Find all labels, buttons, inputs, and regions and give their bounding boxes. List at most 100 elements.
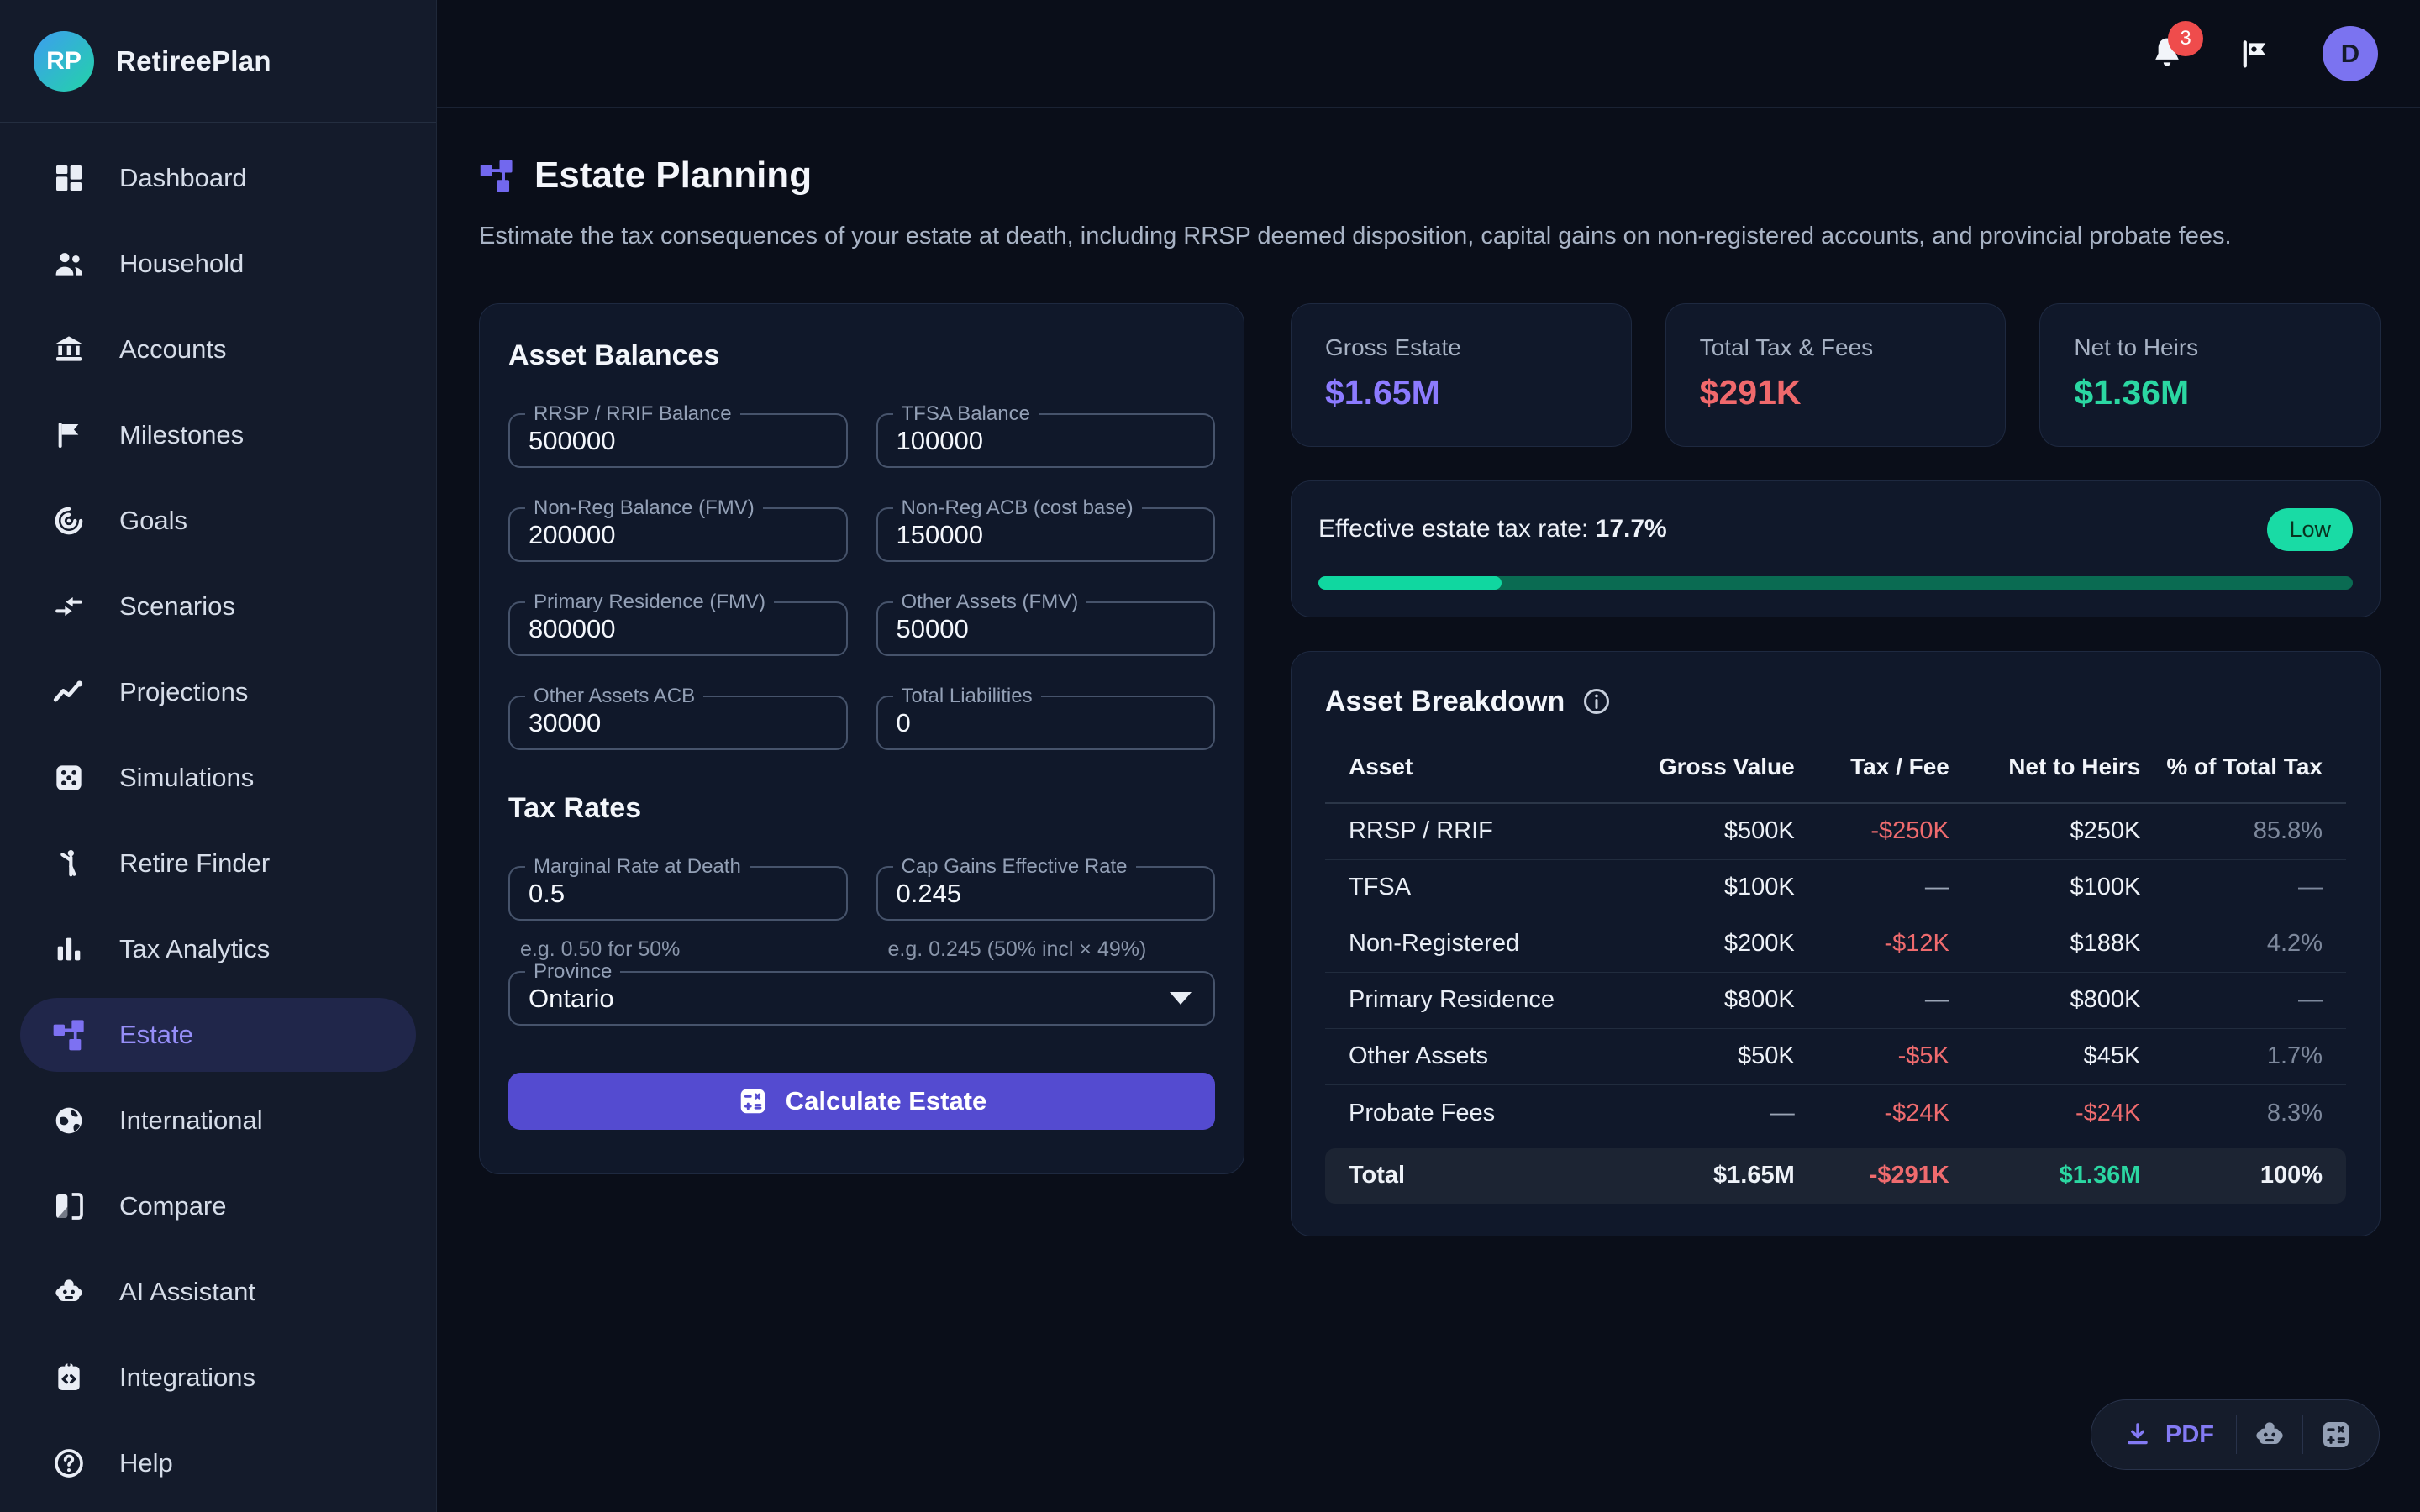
robot-icon	[52, 1275, 86, 1309]
sidebar-item-label: Goals	[119, 506, 187, 535]
trend-line-icon	[52, 675, 86, 709]
stat-value: $1.65M	[1325, 372, 1440, 412]
other-assets-acb-field: Other Assets ACB	[508, 684, 848, 750]
robot-icon	[2253, 1418, 2286, 1452]
sidebar-item-help[interactable]: Help	[20, 1426, 416, 1500]
sidebar-item-label: Retire Finder	[119, 848, 271, 878]
bar-chart-icon	[52, 932, 86, 966]
flag-button[interactable]	[2237, 36, 2272, 71]
download-pdf-label: PDF	[2165, 1420, 2214, 1448]
asset-breakdown-table: Asset Gross Value Tax / Fee Net to Heirs…	[1325, 753, 2346, 1204]
rate-label: Effective estate tax rate: 17.7%	[1318, 515, 1667, 543]
sidebar-item-integrations[interactable]: Integrations	[20, 1341, 416, 1415]
nonreg-balance-input[interactable]	[522, 517, 836, 550]
results-column: Gross Estate $1.65M Total Tax & Fees $29…	[1291, 302, 2381, 1236]
province-field: Province Ontario	[508, 959, 1215, 1026]
nonreg-acb-input[interactable]	[889, 517, 1203, 550]
table-total-row: Total $1.65M -$291K $1.36M 100%	[1325, 1147, 2346, 1204]
marginal-rate-input[interactable]	[522, 876, 836, 909]
cell-asset: Total	[1349, 1162, 1406, 1189]
page-title: Estate Planning	[534, 155, 813, 196]
cell-gross: —	[1770, 1099, 1795, 1126]
column-header: Tax / Fee	[1850, 753, 1949, 780]
rate-progress-fill	[1318, 575, 1502, 590]
flag-icon	[2237, 36, 2272, 71]
dice-icon	[52, 761, 86, 795]
sidebar-item-projections[interactable]: Projections	[20, 655, 416, 729]
sidebar-item-label: Accounts	[119, 334, 227, 364]
cap-gains-rate-input[interactable]	[889, 876, 1203, 909]
cell-tax: —	[1924, 986, 1949, 1014]
rate-value: 17.7%	[1595, 515, 1667, 543]
other-assets-fmv-input[interactable]	[889, 612, 1203, 644]
other-assets-acb-input[interactable]	[522, 706, 836, 738]
sidebar-item-scenarios[interactable]: Scenarios	[20, 570, 416, 643]
calculate-estate-label: Calculate Estate	[785, 1085, 987, 1116]
cell-gross: $500K	[1723, 817, 1795, 845]
calculator-button[interactable]	[2303, 1418, 2369, 1452]
cell-gross: $800K	[1723, 986, 1795, 1014]
field-label: Non-Reg ACB (cost base)	[901, 496, 1134, 519]
notifications-button[interactable]: 3	[2148, 20, 2203, 73]
page-content: Estate Planning Estimate the tax consequ…	[437, 108, 2420, 1512]
total-liabilities-input[interactable]	[889, 706, 1203, 738]
tfsa-balance-field: TFSA Balance	[876, 403, 1215, 468]
avatar-initial: D	[2340, 38, 2360, 68]
cell-asset: RRSP / RRIF	[1349, 817, 1493, 845]
asset-balances-heading: Asset Balances	[508, 339, 720, 371]
primary-residence-input[interactable]	[522, 612, 836, 644]
cell-asset: Probate Fees	[1349, 1099, 1496, 1126]
table-row: RRSP / RRIF $500K -$250K $250K 85.8%	[1325, 804, 2346, 860]
sidebar-item-household[interactable]: Household	[20, 227, 416, 301]
nonreg-balance-field: Non-Reg Balance (FMV)	[508, 496, 848, 562]
calculate-estate-button[interactable]: Calculate Estate	[508, 1072, 1215, 1130]
tfsa-balance-input[interactable]	[889, 423, 1203, 456]
cell-net: $100K	[2070, 874, 2141, 901]
cell-tax: —	[1924, 874, 1949, 901]
sidebar-item-label: Help	[119, 1448, 173, 1478]
compare-pages-icon	[52, 1189, 86, 1223]
cell-asset: TFSA	[1349, 874, 1412, 901]
estate-hierarchy-icon	[52, 1018, 86, 1052]
sidebar-item-retire-finder[interactable]: Retire Finder	[20, 827, 416, 900]
table-row: Non-Registered $200K -$12K $188K 4.2%	[1325, 916, 2346, 973]
field-label: Non-Reg Balance (FMV)	[534, 496, 755, 519]
info-icon[interactable]	[1581, 686, 1612, 717]
sidebar-item-accounts[interactable]: Accounts	[20, 312, 416, 386]
sidebar-item-label: Projections	[119, 677, 249, 706]
sidebar-item-dashboard[interactable]: Dashboard	[20, 141, 416, 215]
nonreg-acb-field: Non-Reg ACB (cost base)	[876, 496, 1215, 562]
field-label: Marginal Rate at Death	[534, 854, 741, 878]
field-label: Other Assets (FMV)	[901, 590, 1079, 613]
cell-gross: $50K	[1738, 1042, 1795, 1070]
app-logo: RP	[34, 30, 94, 92]
calculator-icon	[737, 1085, 769, 1117]
cell-tax: -$12K	[1884, 930, 1949, 958]
sidebar-item-label: Compare	[119, 1191, 227, 1221]
tax-rates-heading: Tax Rates	[508, 791, 642, 824]
field-label: Total Liabilities	[901, 684, 1033, 707]
sidebar-item-milestones[interactable]: Milestones	[20, 398, 416, 472]
cell-net: $188K	[2070, 930, 2141, 958]
avatar[interactable]: D	[2323, 25, 2378, 81]
sidebar-item-estate[interactable]: Estate	[20, 998, 416, 1072]
sidebar-item-international[interactable]: International	[20, 1084, 416, 1158]
rrsp-rrif-balance-input[interactable]	[522, 423, 836, 456]
sidebar-item-tax-analytics[interactable]: Tax Analytics	[20, 912, 416, 986]
ai-assistant-button[interactable]	[2237, 1418, 2302, 1452]
download-pdf-button[interactable]: PDF	[2102, 1420, 2236, 1449]
cap-gains-rate-field: Cap Gains Effective Rate	[876, 856, 1215, 921]
sidebar-item-simulations[interactable]: Simulations	[20, 741, 416, 815]
sidebar-item-ai-assistant[interactable]: AI Assistant	[20, 1255, 416, 1329]
dashboard-icon	[52, 161, 86, 195]
summary-stats: Gross Estate $1.65M Total Tax & Fees $29…	[1291, 302, 2381, 447]
field-label: Other Assets ACB	[534, 684, 696, 707]
province-select[interactable]: Ontario	[522, 982, 1203, 1014]
main-area: 3 D Estate Planning Estimate the tax con…	[437, 0, 2420, 1512]
cell-net: $250K	[2070, 817, 2141, 845]
cell-asset: Non-Registered	[1349, 930, 1520, 958]
sidebar-item-goals[interactable]: Goals	[20, 484, 416, 558]
field-label: Province	[534, 959, 613, 983]
sidebar-item-compare[interactable]: Compare	[20, 1169, 416, 1243]
cell-pct: 85.8%	[2253, 817, 2323, 845]
